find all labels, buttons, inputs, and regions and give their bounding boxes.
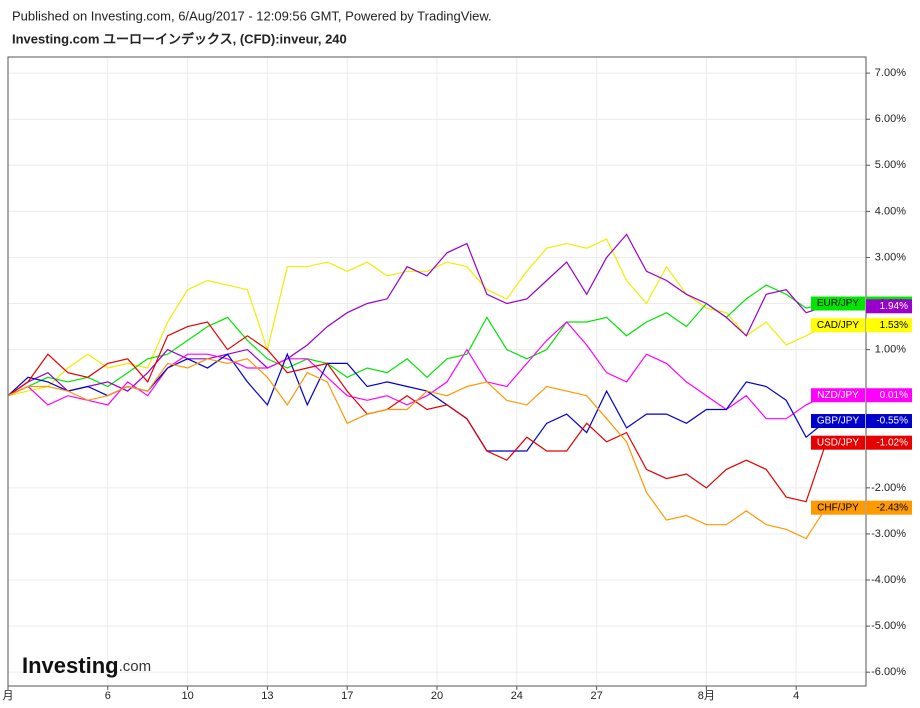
series-line <box>7 321 827 503</box>
y-tick-label: 3.00% <box>875 251 906 263</box>
value-tag <box>866 299 912 314</box>
legend-tag <box>811 388 865 403</box>
series-line <box>7 238 827 397</box>
x-tick-label: 月 <box>3 690 14 702</box>
x-tick-label: 20 <box>431 690 443 702</box>
value-tag-label: 0.01% <box>880 390 908 401</box>
watermark-brand: Investing.com <box>22 653 151 678</box>
x-tick-label: 13 <box>261 690 273 702</box>
brand-suffix: .com <box>119 658 152 675</box>
published-note: Published on Investing.com, 6/Aug/2017 -… <box>12 8 492 23</box>
legend-label: GBP/JPY <box>817 416 860 427</box>
x-tick-label: 24 <box>511 690 523 702</box>
y-tick-label: 1.00% <box>875 344 906 356</box>
y-tick-label: -6.00% <box>871 666 906 678</box>
series-line <box>7 358 827 540</box>
x-tick-label: 4 <box>793 690 799 702</box>
series-line <box>7 233 827 397</box>
y-tick-label: -5.00% <box>871 620 906 632</box>
x-tick-label: 10 <box>181 690 193 702</box>
series-line <box>7 284 827 397</box>
value-tag-label: -0.55% <box>876 416 908 427</box>
y-tick-label: 7.00% <box>875 67 906 79</box>
value-tag <box>866 500 912 515</box>
x-tick-label: 17 <box>341 690 353 702</box>
legend-label: EUR/JPY <box>817 298 860 309</box>
y-tick-label: 6.00% <box>875 113 906 125</box>
value-tag <box>866 388 912 403</box>
x-tick-label: 8月 <box>698 690 715 702</box>
legend-tag <box>811 296 865 311</box>
legend-tag <box>811 435 865 450</box>
legend-label: USD/JPY <box>817 437 860 448</box>
legend-tag <box>811 318 865 333</box>
legend-label: CAD/JPY <box>817 320 860 331</box>
y-tick-label: -4.00% <box>871 574 906 586</box>
legend-tag <box>811 500 865 515</box>
x-tick-label: 6 <box>105 690 111 702</box>
value-tag-label: 1.94% <box>880 301 908 312</box>
value-tag <box>866 435 912 450</box>
legend-label: NZD/JPY <box>817 390 859 401</box>
value-tag <box>866 414 912 429</box>
value-tag-label: -2.43% <box>876 502 908 513</box>
chart-title: Investing.com ユーローインデックス, (CFD):inveur, … <box>12 31 347 46</box>
value-tag-label: 1.53% <box>880 320 908 331</box>
y-tick-label: -2.00% <box>871 482 906 494</box>
y-tick-label: 4.00% <box>875 205 906 217</box>
brand: Investing <box>22 653 119 678</box>
x-tick-label: 27 <box>591 690 603 702</box>
legend-tag <box>811 414 865 429</box>
legend-label: CHF/JPY <box>817 502 859 513</box>
value-tag <box>866 318 912 333</box>
y-tick-label: 5.00% <box>875 159 906 171</box>
y-tick-label: -3.00% <box>871 528 906 540</box>
value-tag-label: -1.02% <box>876 437 908 448</box>
plot <box>7 57 866 686</box>
